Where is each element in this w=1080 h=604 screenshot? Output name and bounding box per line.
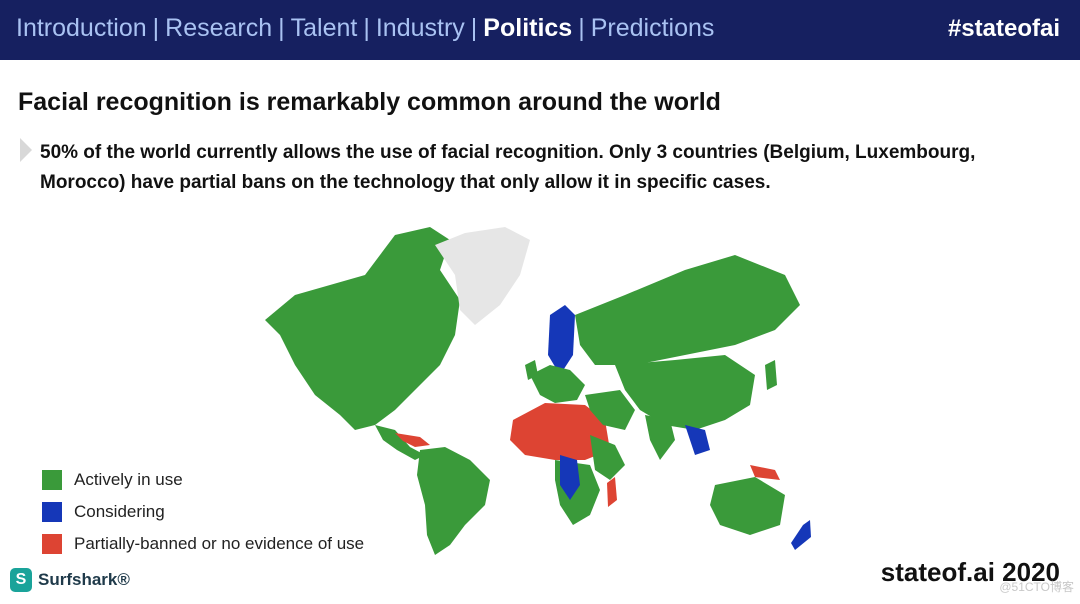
map-region-caribbean (395, 433, 430, 447)
surfshark-logo: S Surfshark® (10, 568, 130, 592)
map-region-se-asia (685, 425, 710, 455)
bullet-arrow-icon (20, 138, 32, 162)
legend-swatch-blue (42, 502, 62, 522)
legend-label: Actively in use (74, 470, 183, 489)
map-region-japan (765, 360, 777, 390)
map-region-africa-considering (560, 455, 580, 500)
footer-source: stateof.ai 2020 (880, 557, 1060, 587)
map-region-north-africa (510, 403, 610, 460)
map-region-india (645, 415, 675, 460)
nav-item-talent[interactable]: Talent (290, 14, 358, 42)
map-legend: Actively in use Considering Partially-ba… (42, 464, 364, 560)
legend-label: Considering (74, 502, 165, 521)
nav-separator: | (470, 14, 478, 42)
nav-separator: | (278, 14, 285, 42)
map-region-south-america (417, 447, 490, 555)
nav-item-politics[interactable]: Politics (483, 14, 573, 42)
map-region-madagascar (607, 477, 617, 507)
legend-swatch-green (42, 470, 62, 490)
legend-label: Partially-banned or no evidence of use (74, 534, 365, 553)
map-region-asia (615, 355, 755, 430)
map-region-scandinavia (548, 305, 575, 375)
top-navigation-bar: Introduction | Research | Talent | Industry | Po… (0, 0, 1080, 60)
section-nav: Introduction | Research | Talent | Industry | Po… (16, 14, 714, 43)
surfshark-logo-icon: S (10, 568, 32, 592)
slide-bullet: 50% of the world currently allows the us… (40, 142, 976, 193)
legend-item-actively-in-use: Actively in use (42, 464, 364, 496)
map-region-north-america (265, 227, 460, 430)
hashtag: #stateofai (947, 15, 1060, 42)
map-region-new-zealand (791, 520, 811, 550)
map-region-east-africa (590, 435, 625, 480)
legend-item-considering: Considering (42, 496, 364, 528)
nav-item-industry[interactable]: Industry (375, 14, 465, 42)
map-region-russia (575, 255, 800, 365)
nav-item-predictions[interactable]: Predictions (590, 14, 715, 42)
map-region-greenland (435, 227, 530, 325)
watermark: @51CTO博客 (999, 580, 1074, 594)
nav-item-introduction[interactable]: Introduction (16, 14, 147, 42)
logo-text: Surfshark® (38, 570, 130, 589)
map-region-europe (530, 365, 585, 403)
nav-separator: | (578, 14, 585, 42)
map-region-uk (525, 360, 538, 380)
map-region-central-america (375, 425, 425, 460)
map-region-papua (750, 465, 780, 480)
nav-separator: | (152, 14, 160, 42)
map-region-middle-east (585, 390, 635, 430)
nav-separator: | (363, 14, 370, 42)
map-region-australia (710, 477, 785, 535)
legend-item-partially-banned: Partially-banned or no evidence of use (42, 528, 364, 560)
slide-title: Facial recognition is remarkably common … (18, 88, 721, 116)
legend-swatch-red (42, 534, 62, 554)
world-map (265, 227, 811, 555)
nav-item-research[interactable]: Research (165, 14, 273, 42)
